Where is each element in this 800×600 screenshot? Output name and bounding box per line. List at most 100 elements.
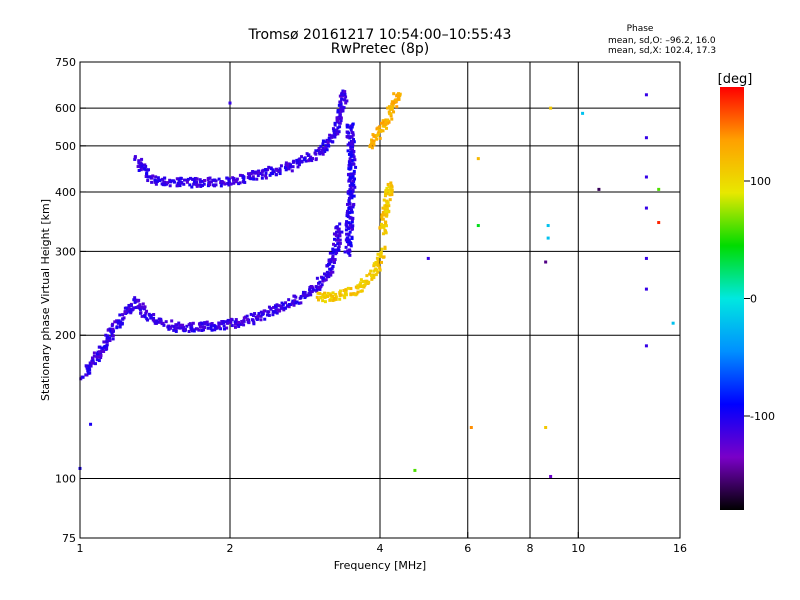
data-point xyxy=(348,176,352,180)
data-point xyxy=(336,227,340,231)
data-point xyxy=(267,305,271,309)
data-point xyxy=(140,164,144,168)
data-point xyxy=(352,292,356,296)
data-point xyxy=(316,291,320,295)
data-point xyxy=(176,183,180,187)
data-point xyxy=(288,165,292,169)
data-point xyxy=(314,149,318,153)
data-point xyxy=(234,180,238,184)
data-point xyxy=(210,328,214,332)
data-point xyxy=(132,306,136,310)
data-point xyxy=(170,319,174,323)
data-point xyxy=(380,260,384,264)
data-point xyxy=(331,254,335,258)
data-point xyxy=(397,92,401,96)
data-point xyxy=(280,301,284,305)
data-point xyxy=(299,296,303,300)
data-point xyxy=(117,319,121,323)
data-point xyxy=(345,220,349,224)
data-point xyxy=(384,220,388,224)
data-point xyxy=(156,176,160,180)
data-point xyxy=(261,311,265,315)
data-point xyxy=(324,144,328,148)
data-point xyxy=(192,180,196,184)
data-point xyxy=(375,134,379,138)
data-point xyxy=(241,175,245,179)
data-point xyxy=(349,292,353,296)
data-point xyxy=(291,165,295,169)
data-point xyxy=(195,177,199,181)
data-point xyxy=(331,270,335,274)
data-point xyxy=(351,224,355,228)
data-point xyxy=(245,314,249,318)
data-point xyxy=(386,118,390,122)
data-point xyxy=(344,101,348,105)
data-point xyxy=(344,288,348,292)
data-point xyxy=(315,295,319,299)
data-point xyxy=(271,310,275,314)
data-point xyxy=(347,251,351,255)
data-point xyxy=(350,220,354,224)
data-point xyxy=(476,157,480,161)
data-point xyxy=(274,173,278,177)
data-point xyxy=(328,133,332,137)
data-point xyxy=(146,318,150,322)
data-point xyxy=(337,103,341,107)
data-point xyxy=(389,112,393,116)
chart-subtitle: RwPretec (8p) xyxy=(331,41,429,57)
data-point xyxy=(340,92,344,96)
data-point xyxy=(102,349,106,353)
data-point xyxy=(546,224,550,228)
data-point xyxy=(331,247,335,251)
data-point xyxy=(199,321,203,325)
data-point xyxy=(343,90,347,94)
data-point xyxy=(263,317,267,321)
data-point xyxy=(345,232,349,236)
data-point xyxy=(89,364,93,368)
data-point xyxy=(321,139,325,143)
data-point xyxy=(235,177,239,181)
data-point xyxy=(205,320,209,324)
data-point xyxy=(390,102,394,106)
data-point xyxy=(384,205,388,209)
data-point xyxy=(367,280,371,284)
data-point xyxy=(331,127,335,131)
data-point xyxy=(348,223,352,227)
data-point xyxy=(226,318,230,322)
data-point xyxy=(336,237,340,241)
data-point xyxy=(141,302,145,306)
data-point xyxy=(157,317,161,321)
data-point xyxy=(337,248,341,252)
data-point xyxy=(179,176,183,180)
data-point xyxy=(350,210,354,214)
data-point xyxy=(190,326,194,330)
data-point xyxy=(469,425,473,429)
data-point xyxy=(203,326,207,330)
data-point xyxy=(384,190,388,194)
data-point xyxy=(305,152,309,156)
data-point xyxy=(279,306,283,310)
data-point xyxy=(363,283,367,287)
data-point xyxy=(95,352,99,356)
data-point xyxy=(376,252,380,256)
data-point xyxy=(334,131,338,135)
data-point xyxy=(150,180,154,184)
data-point xyxy=(657,221,661,225)
data-point xyxy=(379,121,383,125)
data-point xyxy=(329,273,333,277)
data-point xyxy=(304,159,308,163)
data-point xyxy=(381,206,385,210)
phase-header-title: Phase xyxy=(627,24,654,34)
data-point xyxy=(238,173,242,177)
data-point xyxy=(137,161,141,165)
data-point xyxy=(379,252,383,256)
data-point xyxy=(346,212,350,216)
data-point xyxy=(102,345,106,349)
data-point xyxy=(175,177,179,181)
data-point xyxy=(318,151,322,155)
data-point xyxy=(299,301,303,305)
data-point xyxy=(358,283,362,287)
data-point xyxy=(219,184,223,188)
data-point xyxy=(397,96,401,100)
data-point xyxy=(389,114,393,118)
